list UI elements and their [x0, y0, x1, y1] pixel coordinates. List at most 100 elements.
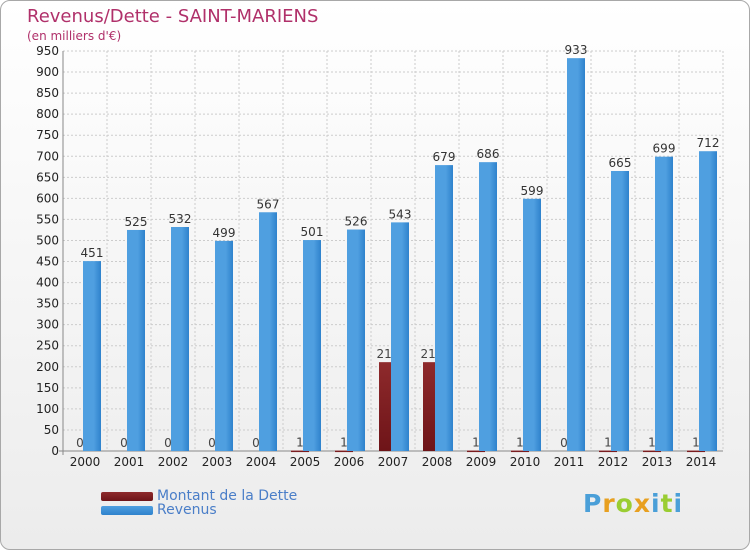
- data-label-revenue: 499: [213, 226, 236, 240]
- x-tick-label: 2011: [554, 455, 585, 469]
- x-tick-label: 2012: [598, 455, 629, 469]
- data-label-debt: 0: [252, 436, 260, 450]
- x-tick-label: 2013: [642, 455, 673, 469]
- data-label-debt: 0: [76, 436, 84, 450]
- bar-revenue: [699, 151, 717, 452]
- bar-revenue: [83, 261, 101, 451]
- y-tick-label: 950: [36, 44, 59, 58]
- data-label-revenue: 686: [477, 147, 500, 161]
- bar-revenue: [655, 156, 673, 451]
- legend-swatch-debt: [101, 492, 153, 501]
- data-label-debt: 0: [164, 436, 172, 450]
- data-label-debt: 0: [560, 436, 568, 450]
- bar-debt: [467, 450, 485, 453]
- y-tick-label: 500: [36, 233, 59, 247]
- y-tick-label: 850: [36, 86, 59, 100]
- y-tick-label: 400: [36, 276, 59, 290]
- bar-revenue: [215, 240, 233, 451]
- x-tick-label: 2009: [466, 455, 497, 469]
- data-label-debt: 1: [340, 436, 348, 450]
- y-tick-label: 0: [51, 444, 59, 458]
- y-tick-label: 700: [36, 149, 59, 163]
- data-label-debt: 1: [648, 436, 656, 450]
- data-label-revenue: 599: [521, 184, 544, 198]
- bar-revenue: [127, 229, 145, 451]
- y-tick-label: 800: [36, 107, 59, 121]
- y-tick-label: 150: [36, 381, 59, 395]
- bar-revenue: [303, 240, 321, 451]
- x-tick-label: 2008: [422, 455, 453, 469]
- logo-letter: o: [615, 489, 634, 518]
- x-tick-label: 2010: [510, 455, 541, 469]
- data-label-debt: 1: [516, 436, 524, 450]
- proxiti-logo: Proxiti: [583, 489, 683, 518]
- data-label-revenue: 532: [169, 212, 192, 226]
- x-tick-label: 2004: [246, 455, 277, 469]
- bar-revenue: [523, 198, 541, 451]
- y-tick-label: 550: [36, 212, 59, 226]
- y-tick-label: 50: [44, 423, 59, 437]
- data-label-debt: 1: [692, 436, 700, 450]
- chart-title: Revenus/Dette - SAINT-MARIENS: [27, 6, 319, 27]
- y-tick-label: 350: [36, 297, 59, 311]
- logo-letter: i: [673, 489, 684, 518]
- data-label-debt: 1: [604, 436, 612, 450]
- legend-swatch-revenue: [101, 506, 153, 515]
- bar-revenue: [171, 227, 189, 451]
- x-tick-label: 2000: [70, 455, 101, 469]
- y-tick-label: 650: [36, 170, 59, 184]
- data-label-debt: 0: [208, 436, 216, 450]
- data-label-revenue: 525: [125, 215, 148, 229]
- y-tick-label: 250: [36, 339, 59, 353]
- bar-debt: [687, 450, 705, 453]
- data-label-revenue: 679: [433, 150, 456, 164]
- bar-revenue: [391, 222, 409, 451]
- logo-letter: x: [633, 489, 651, 518]
- logo-letter: P: [583, 489, 603, 518]
- y-tick-label: 100: [36, 402, 59, 416]
- bar-debt: [335, 450, 353, 453]
- y-tick-label: 450: [36, 255, 59, 269]
- data-label-revenue: 501: [301, 225, 324, 239]
- x-tick-label: 2003: [202, 455, 233, 469]
- bar-revenue: [259, 212, 277, 451]
- chart-subtitle: (en milliers d'€): [27, 29, 122, 43]
- data-label-revenue: 526: [345, 215, 368, 229]
- data-label-debt: 0: [120, 436, 128, 450]
- logo-letter: r: [602, 489, 616, 518]
- bar-debt: [643, 450, 661, 453]
- bar-debt: [291, 450, 309, 453]
- legend-label-debt: Montant de la Dette: [157, 488, 298, 504]
- data-label-revenue: 665: [609, 156, 632, 170]
- bar-debt: [511, 450, 529, 453]
- logo-letter: t: [660, 489, 674, 518]
- x-tick-label: 2014: [686, 455, 717, 469]
- y-tick-label: 200: [36, 360, 59, 374]
- y-tick-label: 900: [36, 65, 59, 79]
- data-label-revenue: 712: [697, 136, 720, 150]
- y-tick-label: 750: [36, 128, 59, 142]
- bar-revenue: [435, 165, 453, 451]
- bar-debt: [599, 450, 617, 453]
- legend-label-revenue: Revenus: [157, 502, 217, 518]
- bar-revenue: [479, 162, 497, 451]
- data-label-debt: 1: [472, 436, 480, 450]
- logo-letter: i: [651, 489, 661, 518]
- data-label-revenue: 567: [257, 197, 280, 211]
- y-tick-label: 300: [36, 318, 59, 332]
- data-label-debt: 1: [296, 436, 304, 450]
- data-label-revenue: 451: [81, 246, 104, 260]
- data-label-revenue: 699: [653, 142, 676, 156]
- bar-revenue: [567, 58, 585, 451]
- bar-revenue: [611, 171, 629, 451]
- y-tick-label: 600: [36, 191, 59, 205]
- x-tick-label: 2007: [378, 455, 409, 469]
- x-tick-label: 2002: [158, 455, 189, 469]
- x-tick-label: 2005: [290, 455, 321, 469]
- bar-revenue: [347, 229, 365, 451]
- x-tick-label: 2006: [334, 455, 365, 469]
- data-label-revenue: 543: [389, 207, 412, 221]
- data-label-revenue: 933: [565, 43, 588, 57]
